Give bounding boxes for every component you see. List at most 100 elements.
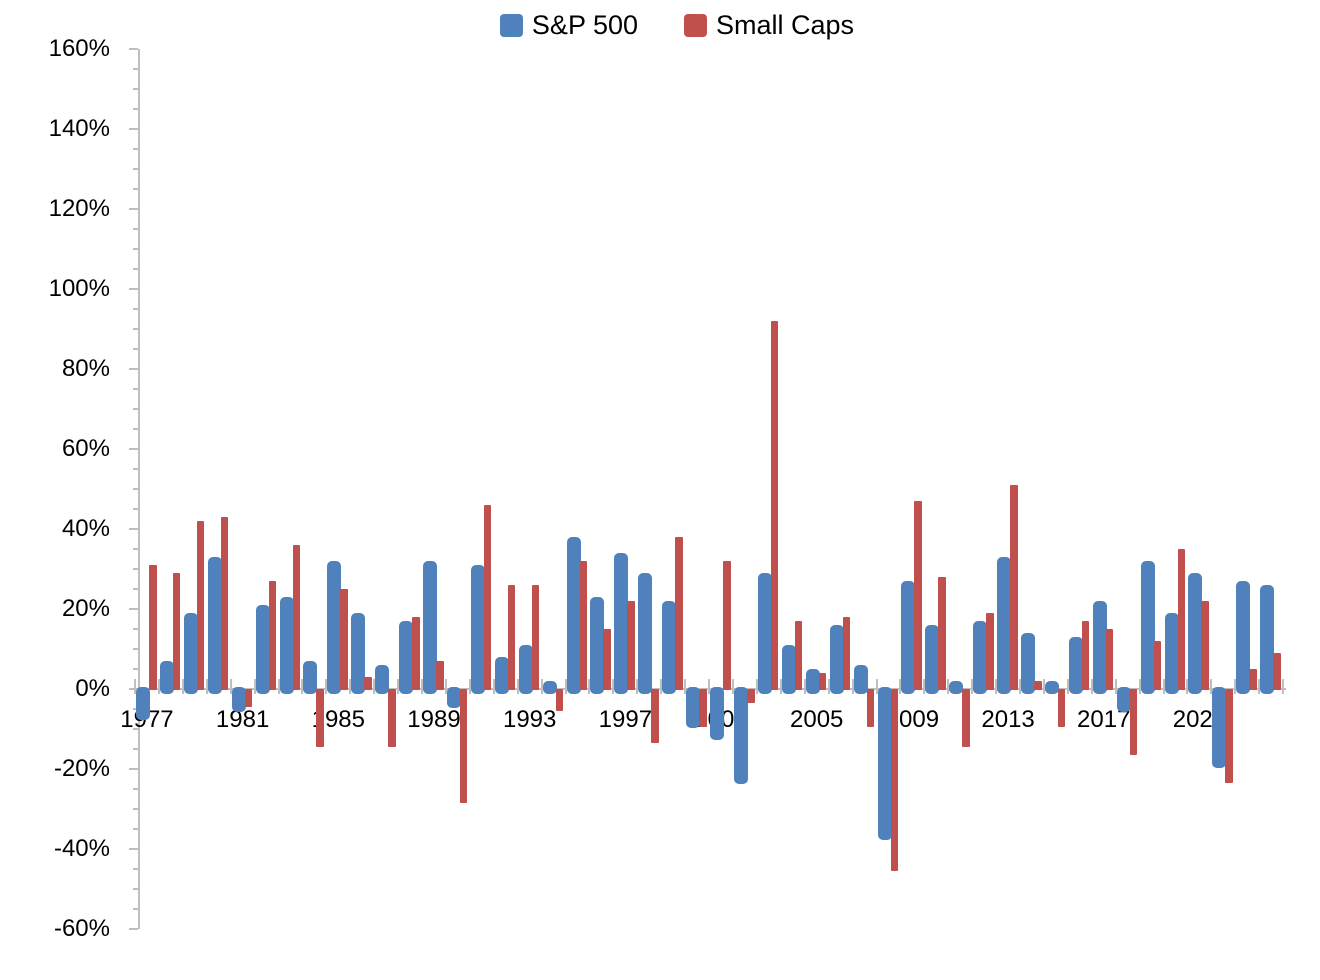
smallcaps-legend-swatch-icon	[684, 14, 708, 37]
bar-smallcaps-2019	[1153, 641, 1162, 690]
y-axis-label: 100%	[48, 275, 110, 302]
y-axis-minor-tick	[133, 728, 138, 730]
x-axis-tick	[1282, 679, 1285, 694]
bar-sp500-2023	[1236, 581, 1251, 694]
bar-sp500-1980	[207, 557, 222, 694]
legend-label-smallcaps: Small Caps	[716, 10, 855, 40]
bar-smallcaps-1992	[507, 585, 516, 690]
x-axis-tick	[684, 679, 687, 694]
bar-smallcaps-2003	[770, 321, 779, 690]
y-axis-major-tick	[129, 848, 138, 850]
bar-sp500-1994	[542, 681, 557, 694]
x-axis-tick	[349, 679, 352, 694]
bar-sp500-1981	[231, 687, 246, 712]
bar-smallcaps-1995	[579, 561, 588, 690]
y-axis-minor-tick	[133, 908, 138, 910]
y-axis-minor-tick	[133, 828, 138, 830]
x-axis-tick	[708, 679, 711, 694]
y-axis-minor-tick	[133, 68, 138, 70]
y-axis-line	[138, 49, 140, 929]
x-axis-tick	[301, 679, 304, 694]
x-axis-tick	[277, 679, 280, 694]
x-axis-label: 2021	[1172, 706, 1227, 733]
y-axis-minor-tick	[133, 228, 138, 230]
bar-smallcaps-2004	[794, 621, 803, 690]
bar-sp500-1990	[446, 687, 461, 708]
bar-smallcaps-2006	[842, 617, 851, 690]
y-axis-minor-tick	[133, 628, 138, 630]
bar-sp500-1978	[159, 661, 174, 694]
bar-sp500-1983	[279, 597, 294, 694]
bar-smallcaps-2007	[866, 689, 875, 727]
legend-item-sp500: S&P 500	[499, 12, 638, 39]
y-axis-minor-tick	[133, 188, 138, 190]
x-axis-tick	[971, 679, 974, 694]
y-axis-label: 140%	[48, 115, 110, 142]
x-axis-tick	[923, 679, 926, 694]
bar-smallcaps-2000	[699, 689, 707, 727]
bar-sp500-1997	[614, 553, 629, 694]
bar-smallcaps-1982	[268, 581, 277, 690]
y-axis-label: 20%	[61, 595, 110, 622]
bar-sp500-2004	[781, 645, 796, 694]
bar-sp500-2008	[877, 687, 892, 840]
bar-sp500-1984	[303, 661, 318, 694]
y-axis-minor-tick	[133, 348, 138, 350]
bar-sp500-2022	[1212, 687, 1227, 768]
bar-smallcaps-1997	[627, 601, 635, 690]
x-axis-tick	[421, 679, 424, 694]
y-axis-label: -40%	[53, 835, 110, 862]
bar-sp500-1996	[590, 597, 605, 694]
y-axis-label: 120%	[48, 195, 110, 222]
bar-smallcaps-1993	[531, 585, 540, 690]
x-axis-label: 1989	[407, 706, 461, 733]
x-axis-tick	[564, 679, 567, 694]
bar-sp500-1989	[423, 561, 438, 694]
bar-sp500-2016	[1068, 637, 1083, 694]
bar-sp500-2018	[1116, 687, 1131, 712]
bar-sp500-1986	[351, 613, 366, 694]
y-axis-minor-tick	[133, 308, 138, 310]
y-axis-minor-tick	[133, 328, 138, 330]
bar-smallcaps-1989	[436, 661, 444, 690]
x-axis-tick	[803, 679, 806, 694]
x-axis-label: 2017	[1077, 706, 1131, 733]
x-axis-tick	[779, 679, 782, 694]
y-axis-minor-tick	[133, 468, 138, 470]
x-axis-label: 1997	[598, 706, 653, 733]
bar-smallcaps-2001	[723, 561, 731, 690]
bar-sp500-2015	[1044, 681, 1059, 694]
x-axis-tick	[229, 679, 232, 694]
bar-sp500-1985	[327, 561, 342, 694]
bar-smallcaps-2017	[1105, 629, 1114, 690]
x-axis-tick	[134, 679, 136, 694]
x-axis-tick	[1186, 679, 1189, 694]
bar-sp500-2000	[686, 687, 701, 728]
x-axis-tick	[205, 679, 208, 694]
y-axis-label: 80%	[61, 355, 110, 382]
x-axis-tick	[612, 679, 615, 694]
bar-smallcaps-1977	[149, 565, 157, 690]
bar-sp500-2019	[1140, 561, 1155, 694]
x-axis-label: 1985	[311, 706, 365, 733]
chart-legend: S&P 500 Small Caps	[0, 12, 1320, 39]
bar-sp500-1982	[255, 605, 270, 694]
y-axis-minor-tick	[133, 708, 138, 710]
bar-smallcaps-1978	[172, 573, 181, 690]
x-axis-tick	[157, 679, 160, 694]
legend-item-smallcaps: Small Caps	[684, 12, 854, 39]
y-axis-minor-tick	[133, 808, 138, 810]
x-axis-tick	[1162, 679, 1165, 694]
bar-smallcaps-1979	[196, 521, 205, 690]
y-axis-minor-tick	[133, 588, 138, 590]
bar-sp500-2013	[997, 557, 1012, 694]
bar-smallcaps-2005	[818, 673, 827, 690]
bar-smallcaps-2008	[890, 689, 899, 871]
bar-smallcaps-1991	[483, 505, 492, 690]
x-axis-tick	[899, 679, 902, 694]
y-axis-major-tick	[129, 528, 138, 530]
y-axis-minor-tick	[133, 88, 138, 90]
x-axis-tick	[1042, 679, 1045, 694]
bar-smallcaps-2024	[1273, 653, 1281, 690]
